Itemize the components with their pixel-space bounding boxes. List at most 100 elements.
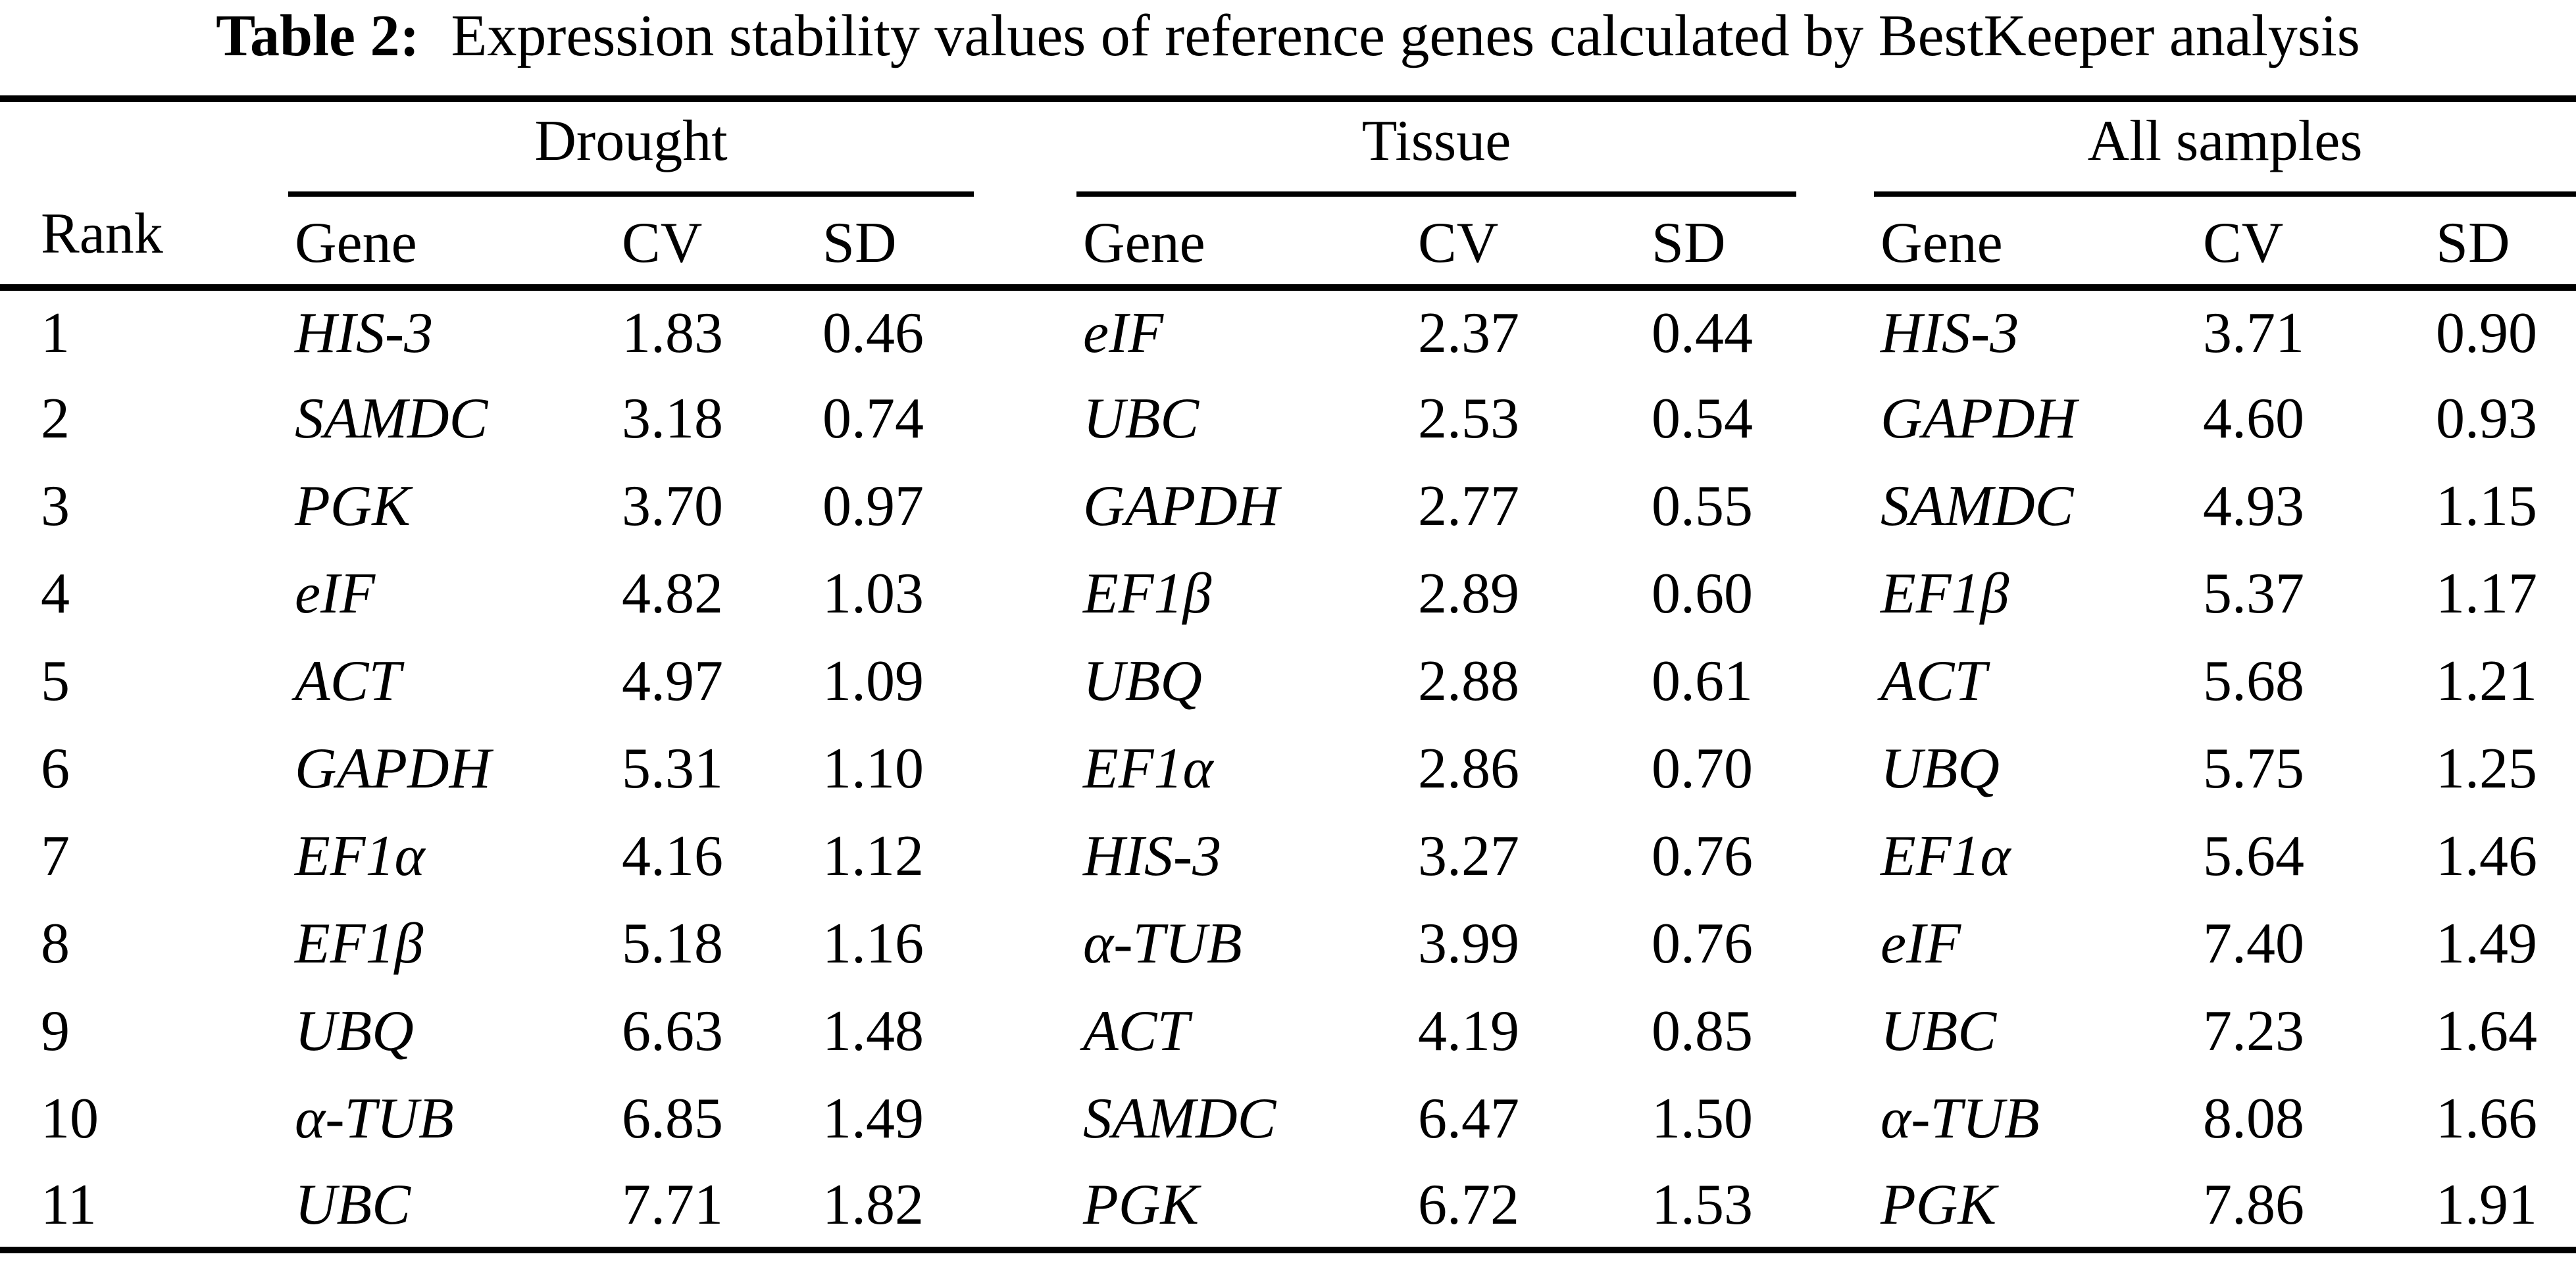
drought-cv-cell: 4.97 xyxy=(622,649,723,713)
tissue-gene-cell: GAPDH xyxy=(1083,474,1280,538)
all-sd-cell: 1.25 xyxy=(2436,737,2538,801)
column-gap xyxy=(1796,638,1874,725)
drought-cv-cell: 5.18 xyxy=(622,912,723,976)
tissue-gene-cell: UBC xyxy=(1083,387,1200,451)
tissue-cv-cell: 2.77 xyxy=(1418,474,1520,538)
column-gap xyxy=(974,550,1076,638)
table-row: 6 GAPDH 5.31 1.10 EF1α 2.86 0.70 UBQ 5.7… xyxy=(0,725,2576,813)
drought-gene-cell: GAPDH xyxy=(295,737,492,801)
rank-header: Rank xyxy=(0,99,288,291)
all-gene-cell: EF1α xyxy=(1881,824,2011,888)
tissue-cv-cell: 6.72 xyxy=(1418,1172,1520,1237)
drought-cv-cell: 5.31 xyxy=(622,737,723,801)
tissue-cv-cell: 6.47 xyxy=(1418,1087,1520,1151)
tissue-sd-cell: 1.53 xyxy=(1652,1172,1754,1237)
tissue-gene-header: Gene xyxy=(1076,194,1412,291)
table-row: 3 PGK 3.70 0.97 GAPDH 2.77 0.55 SAMDC 4.… xyxy=(0,463,2576,550)
tissue-gene-cell: EF1β xyxy=(1083,562,1212,626)
tissue-sd-cell: 0.85 xyxy=(1652,999,1754,1063)
drought-cv-cell: 6.63 xyxy=(622,999,723,1063)
all-sd-cell: 0.90 xyxy=(2436,301,2538,365)
tissue-sd-cell: 0.61 xyxy=(1652,649,1754,713)
drought-gene-header: Gene xyxy=(288,194,615,291)
drought-sd-cell: 1.12 xyxy=(822,824,924,888)
table-row: 2 SAMDC 3.18 0.74 UBC 2.53 0.54 GAPDH 4.… xyxy=(0,375,2576,463)
drought-sd-cell: 1.16 xyxy=(822,912,924,976)
all-sd-cell: 1.21 xyxy=(2436,649,2538,713)
drought-sd-cell: 1.03 xyxy=(822,562,924,626)
drought-sd-cell: 1.82 xyxy=(822,1172,924,1237)
drought-gene-cell: SAMDC xyxy=(295,387,488,451)
drought-gene-cell: α-TUB xyxy=(295,1087,454,1151)
column-gap xyxy=(1796,288,1874,375)
all-sd-cell: 1.66 xyxy=(2436,1087,2538,1151)
column-gap xyxy=(974,375,1076,463)
column-gap xyxy=(1796,550,1874,638)
table-title-text: Expression stability values of reference… xyxy=(451,3,2360,68)
tissue-gene-cell: EF1α xyxy=(1083,737,1213,801)
all-cv-header: CV xyxy=(2196,194,2430,291)
drought-gene-cell: UBQ xyxy=(295,999,414,1063)
tissue-cv-cell: 2.37 xyxy=(1418,301,1520,365)
all-gene-cell: SAMDC xyxy=(1881,474,2074,538)
column-gap xyxy=(1796,900,1874,988)
all-cv-cell: 5.75 xyxy=(2203,737,2305,801)
drought-gene-cell: HIS-3 xyxy=(295,301,434,365)
drought-sd-header: SD xyxy=(816,194,974,291)
rank-cell: 9 xyxy=(41,999,70,1063)
all-cv-cell: 4.60 xyxy=(2203,387,2305,451)
table-2: Rank Drought Tissue All samples Gene CV … xyxy=(0,95,2576,1253)
tissue-cv-cell: 2.53 xyxy=(1418,387,1520,451)
tissue-cv-cell: 2.89 xyxy=(1418,562,1520,626)
drought-cv-cell: 4.16 xyxy=(622,824,723,888)
group-header-all-samples: All samples xyxy=(1874,99,2576,197)
table-title: Table 2: Expression stability values of r… xyxy=(0,0,2576,95)
column-gap xyxy=(1796,99,1875,291)
tissue-sd-cell: 0.44 xyxy=(1652,301,1754,365)
column-gap xyxy=(974,725,1076,813)
tissue-sd-cell: 0.76 xyxy=(1652,824,1754,888)
all-gene-header: Gene xyxy=(1874,194,2197,291)
table-row: 7 EF1α 4.16 1.12 HIS-3 3.27 0.76 EF1α 5.… xyxy=(0,813,2576,900)
column-gap xyxy=(974,988,1076,1075)
all-gene-cell: ACT xyxy=(1881,649,1987,713)
drought-cv-cell: 6.85 xyxy=(622,1087,723,1151)
drought-cv-header: CV xyxy=(615,194,816,291)
drought-gene-cell: EF1β xyxy=(295,912,424,976)
column-gap xyxy=(974,1162,1076,1250)
tissue-cv-cell: 3.27 xyxy=(1418,824,1520,888)
group-header-row: Rank Drought Tissue All samples xyxy=(0,99,2576,291)
column-gap xyxy=(1796,1075,1874,1162)
all-cv-cell: 3.71 xyxy=(2203,301,2305,365)
column-gap xyxy=(1796,725,1874,813)
all-gene-cell: EF1β xyxy=(1881,562,2009,626)
subheader-row: Gene CV SD Gene CV SD Gene CV SD xyxy=(0,194,2576,291)
drought-sd-cell: 1.48 xyxy=(822,999,924,1063)
drought-gene-cell: EF1α xyxy=(295,824,425,888)
drought-sd-cell: 0.74 xyxy=(822,387,924,451)
group-header-tissue: Tissue xyxy=(1076,99,1797,197)
column-gap xyxy=(974,900,1076,988)
drought-gene-cell: PGK xyxy=(295,474,411,538)
all-cv-cell: 4.93 xyxy=(2203,474,2305,538)
column-gap xyxy=(974,1075,1076,1162)
drought-cv-cell: 4.82 xyxy=(622,562,723,626)
all-sd-cell: 0.93 xyxy=(2436,387,2538,451)
rank-cell: 8 xyxy=(41,912,70,976)
column-gap xyxy=(974,638,1076,725)
tissue-sd-header: SD xyxy=(1645,194,1797,291)
column-gap xyxy=(974,463,1076,550)
tissue-gene-cell: PGK xyxy=(1083,1172,1200,1237)
drought-cv-cell: 7.71 xyxy=(622,1172,723,1237)
all-sd-cell: 1.15 xyxy=(2436,474,2538,538)
rank-cell: 4 xyxy=(41,562,70,626)
all-gene-cell: α-TUB xyxy=(1881,1087,2040,1151)
column-gap xyxy=(974,99,1077,291)
all-sd-cell: 1.17 xyxy=(2436,562,2538,626)
tissue-cv-header: CV xyxy=(1411,194,1646,291)
all-sd-cell: 1.49 xyxy=(2436,912,2538,976)
tissue-sd-cell: 0.60 xyxy=(1652,562,1754,626)
drought-sd-cell: 1.09 xyxy=(822,649,924,713)
rank-cell: 11 xyxy=(41,1172,97,1237)
